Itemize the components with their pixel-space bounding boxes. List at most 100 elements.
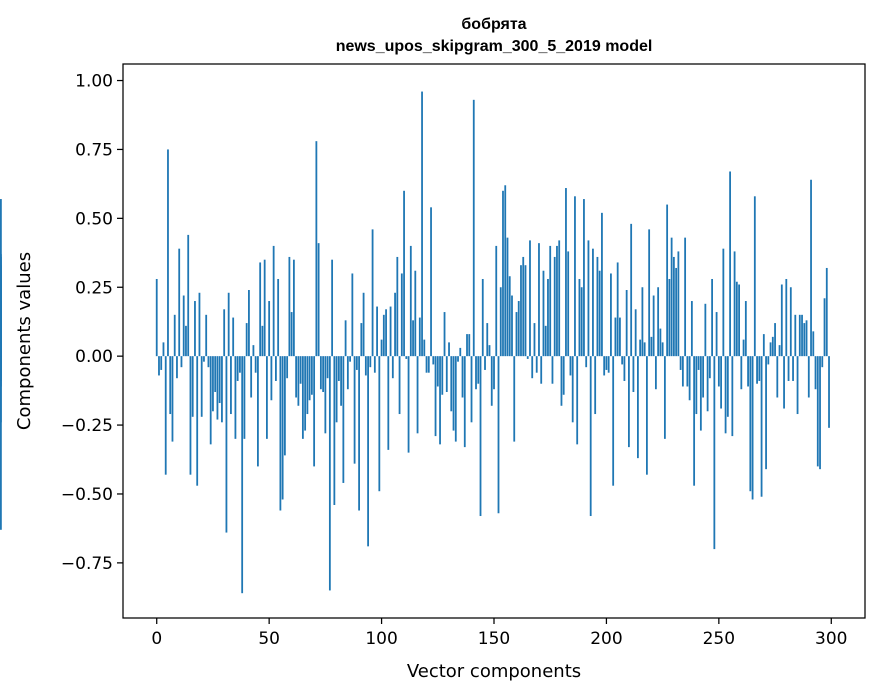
bar bbox=[490, 356, 493, 406]
bar bbox=[562, 356, 565, 395]
bar bbox=[391, 356, 394, 379]
bar bbox=[778, 345, 781, 357]
bar bbox=[160, 356, 163, 370]
bar bbox=[409, 245, 412, 357]
bar bbox=[767, 356, 770, 365]
bar bbox=[259, 262, 262, 357]
bar bbox=[221, 356, 223, 423]
bar bbox=[349, 356, 351, 362]
chart-title: бобрята bbox=[461, 16, 526, 33]
bar bbox=[250, 356, 253, 398]
bar bbox=[425, 356, 428, 373]
bar bbox=[652, 295, 655, 357]
bar bbox=[340, 356, 342, 406]
bar bbox=[726, 356, 729, 417]
y-tick-label: 1.00 bbox=[75, 72, 113, 92]
bar bbox=[344, 320, 347, 357]
bar bbox=[513, 356, 516, 442]
bar bbox=[335, 356, 338, 423]
bars-group bbox=[0, 91, 830, 594]
bar bbox=[605, 356, 608, 370]
bar bbox=[169, 356, 172, 415]
bar bbox=[268, 301, 271, 357]
bar bbox=[798, 314, 801, 357]
bar bbox=[310, 356, 313, 395]
bar bbox=[0, 342, 2, 357]
bar bbox=[814, 356, 817, 390]
bar bbox=[540, 356, 543, 384]
bar bbox=[337, 356, 340, 381]
bar bbox=[439, 356, 441, 445]
bar bbox=[353, 356, 356, 464]
bar bbox=[452, 356, 455, 431]
bar bbox=[801, 314, 803, 357]
bar bbox=[733, 251, 736, 357]
bar bbox=[783, 356, 785, 409]
bar bbox=[351, 273, 354, 357]
bar bbox=[198, 292, 201, 357]
bar bbox=[263, 259, 266, 357]
bar bbox=[713, 356, 716, 550]
bar bbox=[601, 212, 603, 357]
bar bbox=[722, 248, 725, 357]
bar bbox=[538, 243, 540, 357]
bar bbox=[194, 301, 196, 357]
bar bbox=[702, 356, 705, 398]
bar bbox=[729, 171, 731, 357]
bar bbox=[472, 99, 475, 357]
bar bbox=[610, 273, 612, 357]
bar bbox=[574, 196, 576, 357]
bar bbox=[738, 284, 740, 357]
bar bbox=[182, 295, 185, 357]
bar bbox=[756, 356, 758, 384]
bar bbox=[749, 356, 752, 492]
bar bbox=[520, 265, 522, 357]
bar bbox=[666, 204, 669, 357]
bar bbox=[805, 320, 808, 357]
bar bbox=[553, 256, 556, 357]
bar bbox=[522, 256, 525, 357]
bar bbox=[180, 356, 183, 368]
bar bbox=[158, 356, 160, 376]
bar bbox=[203, 356, 205, 362]
bar bbox=[504, 185, 507, 357]
bar bbox=[715, 312, 718, 357]
bar bbox=[493, 356, 495, 390]
bar bbox=[270, 356, 273, 401]
bar bbox=[699, 356, 702, 431]
bar bbox=[477, 356, 480, 384]
bar bbox=[704, 303, 707, 357]
bar bbox=[308, 356, 311, 401]
bar bbox=[531, 356, 534, 379]
bar bbox=[625, 290, 628, 357]
bar bbox=[207, 356, 210, 368]
bar bbox=[236, 356, 239, 381]
bar bbox=[641, 287, 644, 357]
bar bbox=[364, 356, 367, 376]
bar bbox=[346, 356, 349, 390]
bar bbox=[416, 356, 419, 434]
bar bbox=[412, 320, 414, 357]
bar bbox=[616, 262, 619, 357]
bar bbox=[654, 356, 657, 390]
bar bbox=[281, 356, 284, 500]
bar bbox=[657, 287, 660, 357]
bar bbox=[214, 356, 217, 392]
bar bbox=[807, 356, 810, 398]
bar bbox=[191, 356, 194, 417]
bar bbox=[751, 356, 754, 500]
bar bbox=[241, 356, 244, 594]
bar bbox=[819, 356, 821, 470]
x-tick-label: 50 bbox=[258, 629, 280, 649]
bar bbox=[245, 323, 248, 357]
bar bbox=[171, 356, 174, 442]
bar bbox=[488, 345, 491, 357]
bar bbox=[248, 290, 250, 357]
bar bbox=[450, 356, 453, 412]
bar bbox=[380, 339, 383, 357]
y-tick-label: 0.25 bbox=[75, 278, 113, 298]
bar bbox=[369, 356, 372, 368]
bar bbox=[155, 278, 158, 357]
bar bbox=[796, 356, 799, 415]
bar bbox=[744, 301, 747, 357]
